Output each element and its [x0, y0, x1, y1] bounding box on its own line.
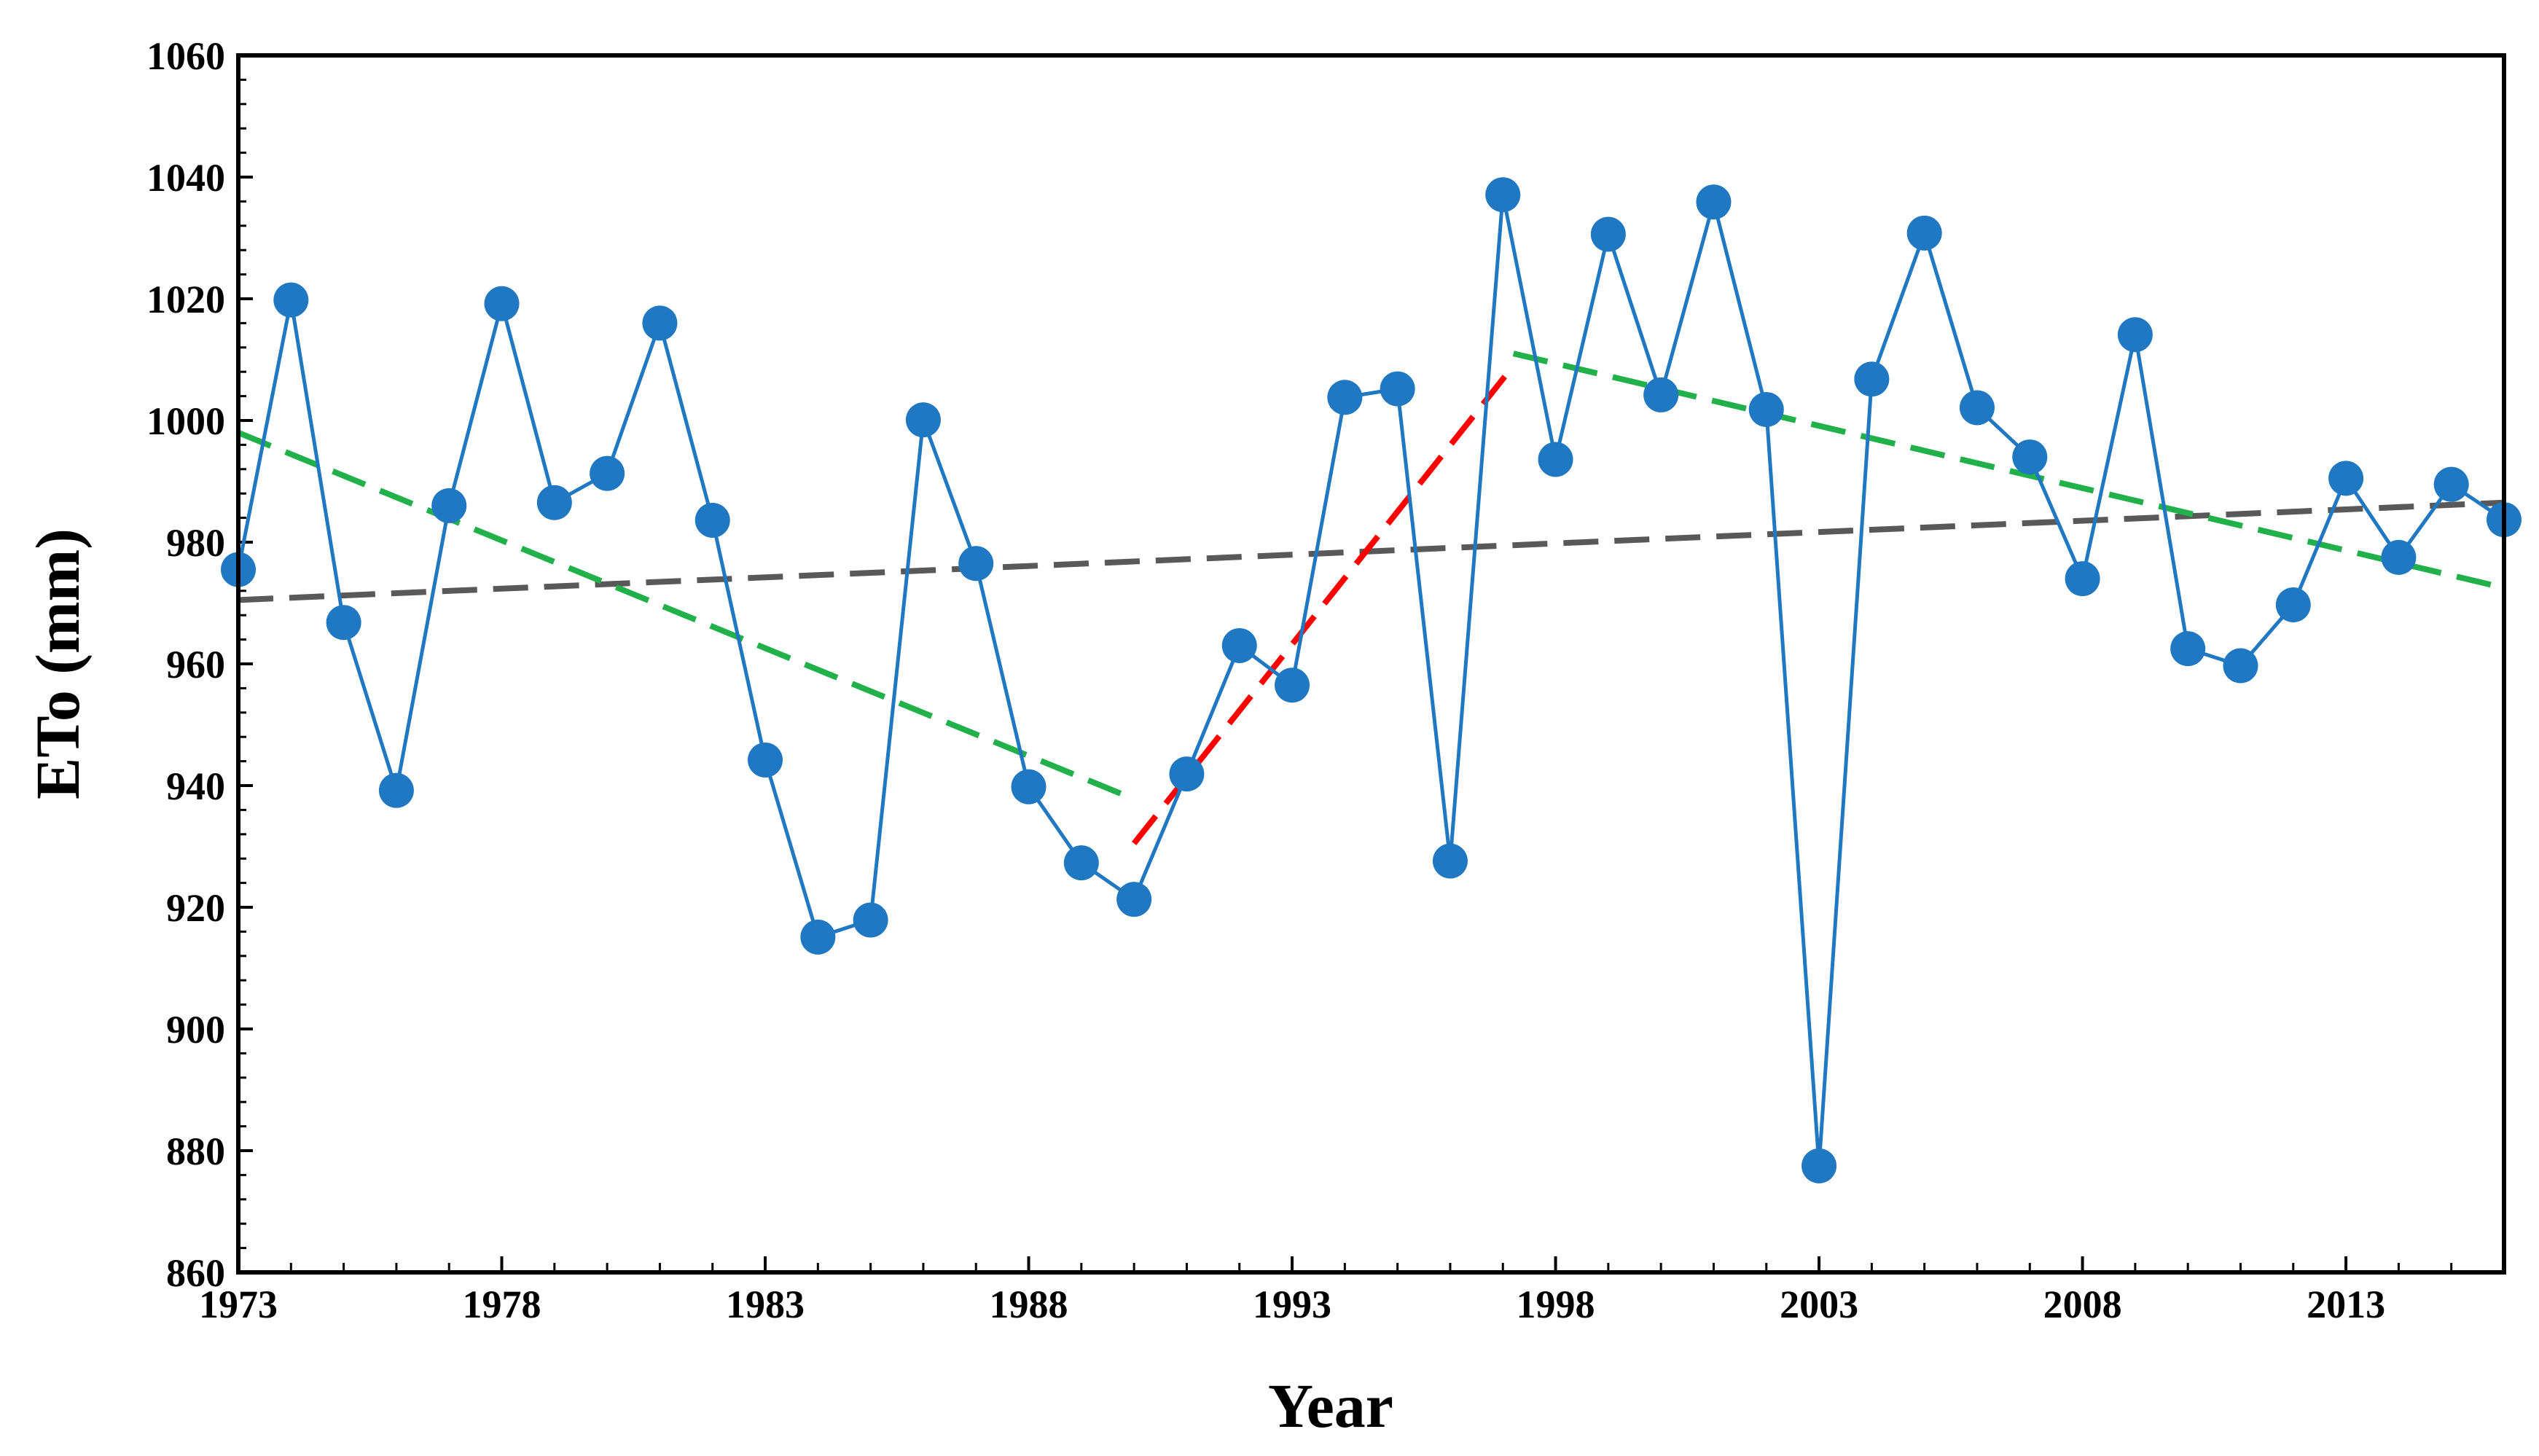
- trend-line: [1512, 351, 2505, 591]
- data-point: [326, 605, 361, 641]
- axis-tick-labels: 860 880 900 920 940 960 980 1000 1020 1040 1060 197…: [146, 34, 2385, 1326]
- x-tick-label: 1973: [199, 1283, 278, 1326]
- series-line: [236, 192, 2505, 1168]
- data-point: [1063, 845, 1099, 881]
- data-point: [1854, 361, 1890, 397]
- x-tick-label: 1983: [726, 1283, 805, 1326]
- x-tick-label: 2008: [2043, 1283, 2122, 1326]
- data-point: [695, 502, 730, 538]
- y-tick-label: 1000: [146, 399, 225, 443]
- y-tick-label: 1060: [146, 34, 225, 78]
- y-tick-label: 960: [166, 643, 225, 686]
- data-point: [1643, 377, 1679, 412]
- data-point: [378, 772, 414, 808]
- y-tick-label: 900: [166, 1008, 225, 1052]
- data-point: [642, 305, 678, 341]
- y-tick-label: 880: [166, 1130, 225, 1173]
- x-tick-label: 1988: [990, 1283, 1068, 1326]
- data-point: [2275, 587, 2311, 623]
- data-point: [536, 485, 572, 520]
- data-point: [431, 488, 467, 523]
- data-point: [1432, 843, 1468, 879]
- data-point: [2381, 539, 2417, 575]
- y-tick-label: 980: [166, 521, 225, 565]
- data-point: [1696, 184, 1732, 220]
- data-point: [2328, 461, 2364, 496]
- data-point: [1590, 216, 1626, 252]
- data-point: [853, 902, 888, 938]
- data-point: [1538, 442, 1573, 477]
- data-point: [2223, 648, 2258, 684]
- x-axis-title: Year: [1268, 1371, 1393, 1441]
- data-point: [1748, 391, 1784, 427]
- data-point: [1959, 390, 1995, 426]
- data-point: [2012, 439, 2048, 475]
- trend-lines: [237, 351, 2505, 845]
- data-point: [590, 455, 625, 491]
- data-point: [958, 546, 994, 582]
- data-point: [800, 919, 836, 955]
- y-axis-title: ETo (mm): [23, 528, 93, 799]
- data-point: [2117, 317, 2153, 353]
- data-series: [221, 177, 2522, 1183]
- data-point: [748, 742, 783, 778]
- x-tick-label: 1998: [1517, 1283, 1595, 1326]
- data-point: [1801, 1148, 1837, 1183]
- data-point: [2170, 631, 2206, 667]
- data-point: [2065, 561, 2100, 597]
- data-point: [1221, 627, 1257, 663]
- data-point: [1906, 215, 1942, 251]
- trend-line: [238, 499, 2505, 603]
- x-tick-label: 1993: [1253, 1283, 1331, 1326]
- x-tick-label: 2003: [1780, 1283, 1858, 1326]
- x-tick-label: 1978: [463, 1283, 541, 1326]
- y-tick-label: 940: [166, 764, 225, 808]
- data-point: [1169, 756, 1205, 792]
- y-tick-label: 1020: [146, 278, 225, 321]
- data-point: [273, 282, 309, 318]
- y-tick-label: 1040: [146, 156, 225, 200]
- data-point: [2433, 466, 2469, 502]
- y-tick-label: 920: [166, 886, 225, 930]
- data-point: [1116, 882, 1152, 917]
- trend-line: [237, 429, 1125, 798]
- data-point: [1275, 668, 1310, 703]
- x-tick-label: 2013: [2307, 1283, 2385, 1326]
- data-point: [1327, 380, 1363, 415]
- data-point: [1011, 769, 1046, 805]
- data-point: [484, 286, 520, 321]
- data-point: [905, 402, 941, 438]
- data-point: [1380, 371, 1415, 407]
- y-tick-label: 860: [166, 1251, 225, 1295]
- plot-area-frame: [236, 53, 2506, 1275]
- data-point: [1485, 177, 1521, 213]
